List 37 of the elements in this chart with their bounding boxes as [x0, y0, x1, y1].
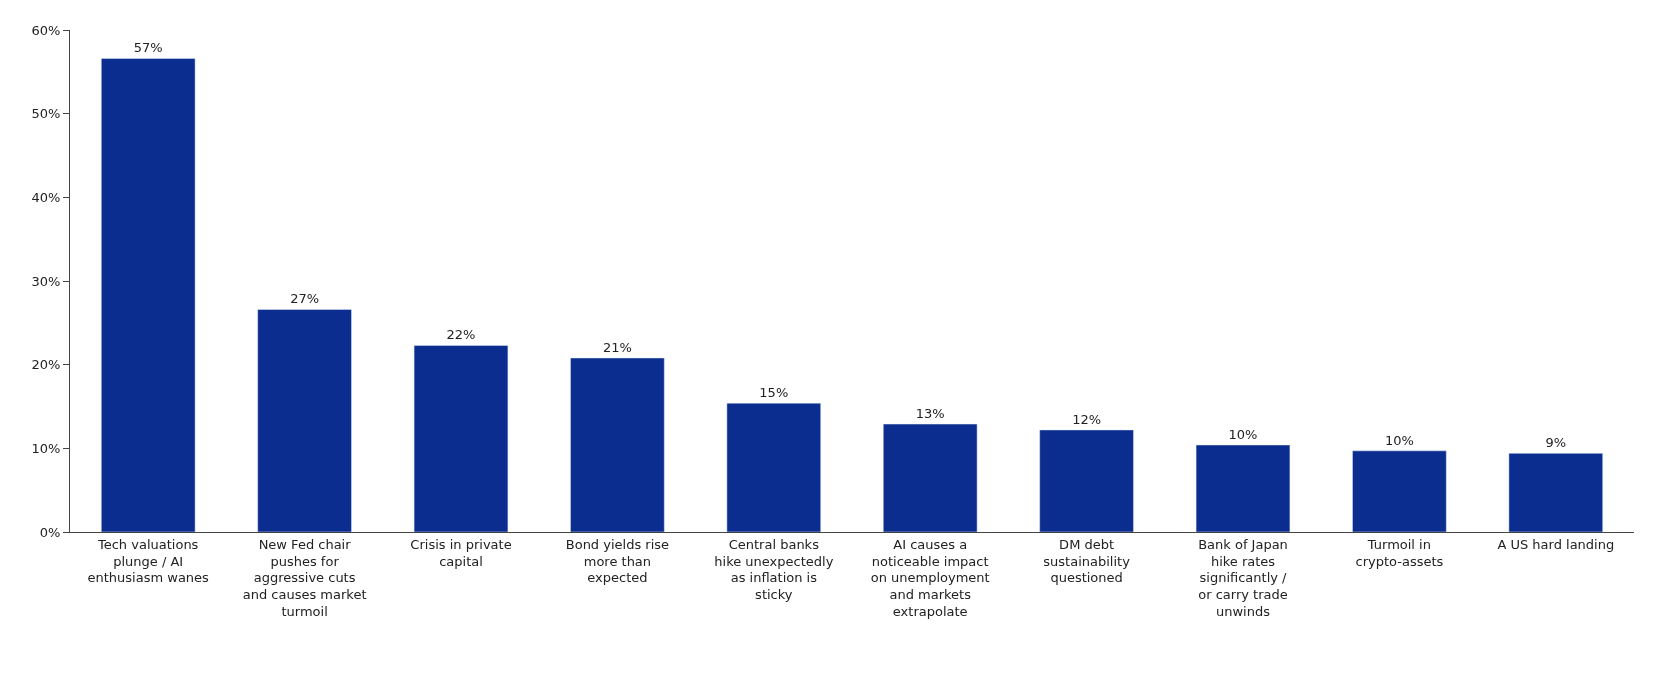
y-tick-label: 0% — [39, 524, 61, 540]
bar — [1039, 429, 1134, 532]
y-tick-label: 50% — [31, 106, 61, 122]
data-label: 13% — [915, 406, 945, 422]
bar — [883, 423, 978, 532]
data-label: 27% — [290, 291, 320, 307]
x-tick-label: Crisis in private capital — [410, 536, 512, 569]
y-tick-label: 40% — [31, 189, 61, 205]
y-tick-label: 20% — [31, 357, 61, 373]
data-label: 10% — [1228, 426, 1258, 442]
y-tick-label: 30% — [31, 273, 61, 289]
x-tick-label: A US hard landing — [1497, 536, 1615, 552]
y-tick-label: 60% — [31, 22, 61, 38]
data-label: 12% — [1072, 411, 1102, 427]
data-label: 22% — [446, 327, 476, 343]
bar — [257, 309, 352, 532]
bar — [726, 402, 821, 532]
bar — [570, 357, 665, 532]
x-tick-label: Tech valuations plunge / AI enthusiasm wanes — [87, 536, 210, 586]
data-label: 21% — [602, 339, 632, 355]
bar — [1195, 444, 1291, 532]
bar — [101, 58, 196, 532]
data-label: 15% — [759, 385, 789, 401]
x-tick-label: Bond yields rise more than expected — [565, 536, 670, 586]
x-tick-label: New Fed chair pushes for aggressive cuts and causes market turmoil — [242, 536, 367, 620]
bar — [1508, 453, 1603, 532]
y-tick-label: 10% — [31, 440, 61, 456]
data-label: 9% — [1545, 435, 1567, 451]
x-tick-label: DM debt sustainability questioned — [1043, 536, 1131, 586]
data-label: 10% — [1384, 432, 1414, 448]
bar — [1352, 450, 1447, 532]
x-tick-label: Bank of Japan hike rates significantly / or carry trade unwinds — [1198, 536, 1288, 620]
x-tick-label: Turmoil in crypto-assets — [1355, 536, 1444, 569]
bar — [413, 345, 509, 532]
x-tick-label: AI causes a noticeable impact on unemployment and markets extrapolate — [870, 536, 990, 620]
x-tick-label: Central banks hike unexpectedly as inflation is sticky — [714, 536, 834, 603]
data-label: 57% — [133, 40, 163, 56]
